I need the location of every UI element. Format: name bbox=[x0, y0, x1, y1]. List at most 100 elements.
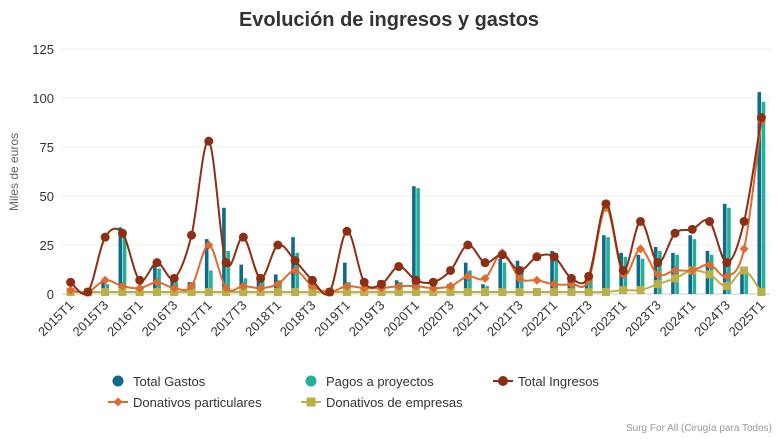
data-point bbox=[739, 244, 749, 254]
data-point bbox=[135, 283, 145, 293]
legend-label: Total Ingresos bbox=[518, 374, 599, 389]
data-point bbox=[687, 265, 697, 275]
data-point bbox=[619, 286, 628, 295]
data-point bbox=[290, 265, 300, 275]
data-point bbox=[480, 258, 490, 268]
chart-credit: Surg For All (Cirugía para Todos) bbox=[626, 423, 772, 434]
x-tick-label: 2022T1 bbox=[518, 298, 560, 340]
data-point bbox=[498, 288, 507, 297]
data-point bbox=[135, 275, 145, 285]
data-point bbox=[653, 280, 662, 289]
data-point bbox=[412, 288, 420, 297]
bar bbox=[554, 252, 559, 294]
data-point bbox=[169, 273, 179, 283]
data-point bbox=[671, 274, 680, 283]
data-point bbox=[239, 288, 248, 297]
bar bbox=[602, 235, 606, 294]
bar bbox=[278, 280, 282, 294]
data-point bbox=[204, 136, 214, 146]
x-tick-label: 2015T3 bbox=[70, 298, 112, 340]
data-point bbox=[256, 273, 266, 283]
bar bbox=[239, 264, 244, 294]
bar bbox=[606, 237, 610, 294]
y-tick-label: 100 bbox=[32, 91, 54, 106]
x-tick-label: 2020T3 bbox=[415, 298, 457, 340]
data-point bbox=[66, 285, 76, 295]
data-point bbox=[256, 283, 266, 293]
data-point bbox=[152, 258, 162, 268]
bar bbox=[416, 188, 420, 294]
data-point bbox=[497, 250, 507, 260]
data-point bbox=[394, 262, 404, 272]
data-point bbox=[83, 287, 93, 297]
bar bbox=[671, 252, 675, 294]
bar bbox=[502, 262, 507, 294]
data-point bbox=[308, 288, 317, 297]
data-point bbox=[306, 397, 316, 407]
data-point bbox=[463, 271, 473, 281]
data-point bbox=[739, 216, 749, 226]
data-point bbox=[152, 277, 162, 287]
x-tick-label: 2018T3 bbox=[277, 298, 319, 340]
bar bbox=[757, 92, 762, 295]
data-point bbox=[584, 288, 593, 297]
grid-lines bbox=[62, 48, 770, 295]
bar bbox=[343, 262, 347, 294]
data-point bbox=[187, 281, 197, 291]
data-point bbox=[66, 277, 76, 287]
data-point bbox=[394, 281, 404, 291]
bar bbox=[550, 250, 554, 294]
data-point bbox=[117, 281, 127, 291]
x-tick-label: 2018T1 bbox=[242, 298, 284, 340]
data-point bbox=[117, 228, 127, 238]
data-point bbox=[204, 288, 213, 297]
data-point bbox=[532, 275, 542, 285]
x-tick-label: 2017T3 bbox=[208, 298, 250, 340]
bar bbox=[226, 250, 230, 294]
data-point bbox=[307, 275, 317, 285]
lines-layer bbox=[66, 113, 766, 297]
bar bbox=[498, 258, 503, 294]
data-point bbox=[549, 279, 559, 289]
data-point bbox=[169, 283, 179, 293]
bar bbox=[209, 270, 213, 294]
data-point bbox=[187, 230, 197, 240]
data-point bbox=[100, 232, 110, 242]
data-point bbox=[273, 288, 282, 297]
data-point bbox=[342, 288, 351, 297]
bar bbox=[204, 239, 209, 294]
data-point bbox=[722, 258, 732, 268]
data-point bbox=[100, 275, 110, 285]
data-point bbox=[446, 288, 455, 297]
x-axis: 2015T12015T32016T12016T32017T12017T32018… bbox=[35, 298, 768, 340]
x-tick-label: 2024T1 bbox=[657, 298, 699, 340]
data-point bbox=[532, 288, 541, 297]
x-tick-label: 2019T3 bbox=[346, 298, 388, 340]
bar bbox=[636, 254, 641, 294]
data-point bbox=[411, 275, 421, 285]
data-point bbox=[463, 240, 473, 250]
chart-title: Evolución de ingresos y gastos bbox=[239, 9, 539, 31]
bar bbox=[295, 252, 300, 294]
data-point bbox=[670, 265, 680, 275]
series-line bbox=[70, 121, 763, 294]
data-point bbox=[342, 226, 352, 236]
data-point bbox=[653, 269, 663, 279]
data-point bbox=[687, 224, 697, 234]
data-point bbox=[670, 228, 680, 238]
y-tick-label: 0 bbox=[47, 287, 54, 302]
x-tick-label: 2025T1 bbox=[726, 298, 768, 340]
series-line bbox=[69, 117, 763, 296]
legend-label: Donativos de empresas bbox=[326, 395, 463, 410]
data-point bbox=[325, 287, 335, 297]
data-point bbox=[740, 266, 749, 275]
bar bbox=[118, 227, 123, 294]
x-tick-label: 2015T1 bbox=[35, 298, 77, 340]
data-point bbox=[359, 277, 369, 287]
y-tick-label: 25 bbox=[40, 238, 54, 253]
bar bbox=[412, 186, 416, 294]
legend: Total Gastos Pagos a proyectos Total Ingre… bbox=[108, 374, 599, 410]
data-point bbox=[152, 288, 161, 297]
data-point bbox=[601, 288, 610, 297]
